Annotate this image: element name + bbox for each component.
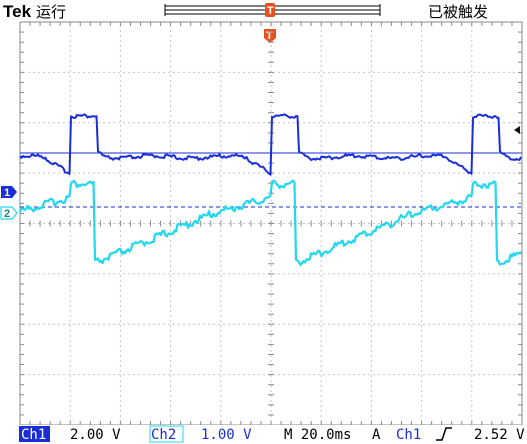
trigger-point-marker: T: [264, 29, 276, 43]
ch1-waveform: [19, 113, 522, 176]
svg-text:2: 2: [4, 208, 10, 220]
ch1-label: Ch1: [21, 427, 46, 443]
brand-logo: Tek: [3, 2, 32, 21]
ch2-label: Ch2: [151, 427, 176, 443]
trigger-source-label[interactable]: Ch1: [396, 427, 421, 443]
top-bar: Tek 运行 T 已被触发: [3, 2, 488, 21]
trigger-mode-label: A: [372, 427, 381, 443]
ch1-scale: 2.00 V: [70, 427, 121, 443]
ch2-scale: 1.00 V: [201, 427, 252, 443]
ch2-waveform: [18, 179, 522, 267]
rising-edge-icon: [436, 427, 452, 441]
trigger-level-arrow-icon: [514, 126, 520, 134]
ch2-ground-marker: 2: [0, 206, 18, 220]
timebase-readout[interactable]: M 20.0ms: [284, 427, 351, 443]
svg-text:T: T: [267, 5, 274, 17]
trigger-position-marker-top: T: [265, 3, 275, 17]
trigger-status-label: 已被触发: [428, 3, 488, 21]
ch2-scale-readout[interactable]: Ch2 1.00 V: [149, 425, 252, 443]
ch1-ground-marker: 1: [1, 186, 17, 199]
trigger-level-readout[interactable]: 2.52 V: [474, 427, 525, 443]
run-state-label: 运行: [36, 3, 66, 21]
status-bar: Ch1 2.00 V Ch2 1.00 V M 20.0ms A Ch1 2.5…: [0, 425, 527, 444]
svg-text:1: 1: [4, 187, 10, 199]
ch1-scale-readout[interactable]: Ch1 2.00 V: [19, 426, 121, 443]
svg-text:T: T: [266, 30, 273, 42]
